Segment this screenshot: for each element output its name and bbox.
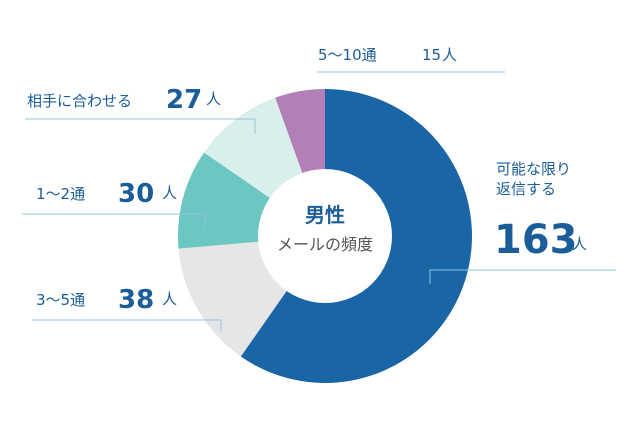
label-main-line2: 返信する (496, 180, 556, 198)
leader-lines (22, 71, 616, 332)
label-3-5-value: 38 (118, 285, 154, 315)
label-3-5-name: 3～5通 (36, 291, 85, 309)
donut-hole (258, 169, 392, 303)
label-match-name: 相手に合わせる (27, 92, 132, 110)
label-1-2-name: 1～2通 (36, 185, 85, 203)
label-5-10-unit: 人 (442, 46, 457, 64)
leader-match (25, 118, 256, 134)
label-5-10-name: 5～10通 (318, 46, 377, 64)
label-5-10-value: 15 (422, 46, 441, 64)
chart-subtitle: メールの頻度 (277, 235, 373, 254)
leader-main (429, 269, 616, 284)
label-match-unit: 人 (206, 90, 221, 108)
label-1-2-unit: 人 (162, 184, 177, 202)
chart-title: 男性 (305, 203, 345, 227)
label-1-2-value: 30 (118, 179, 154, 209)
label-main-line1: 可能な限り (496, 160, 571, 178)
label-main-value: 163 (494, 217, 578, 263)
leader-1-2 (22, 213, 206, 228)
label-3-5-unit: 人 (162, 290, 177, 308)
label-match-value: 27 (166, 85, 202, 115)
label-main-unit: 人 (572, 235, 587, 253)
leader-3-5 (32, 319, 222, 332)
